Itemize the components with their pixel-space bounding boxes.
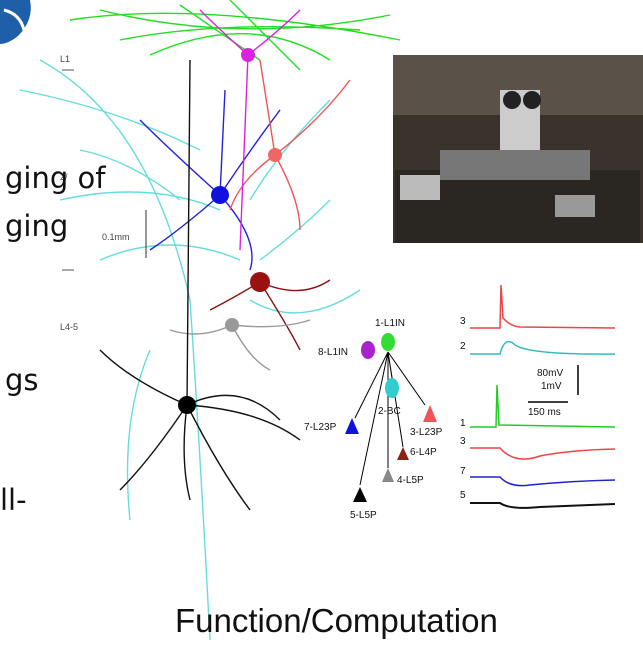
slide-text: ging of — [5, 161, 106, 195]
neuron-reconstruction — [20, 0, 400, 640]
node-label: 3-L23P — [410, 427, 443, 438]
layer-label: L1 — [60, 54, 70, 64]
trace-label: 2 — [460, 341, 466, 352]
trace-scale: 150 ms — [528, 407, 561, 418]
slide-text: gs — [5, 363, 39, 397]
rig-photo — [393, 55, 643, 243]
trace-label: 7 — [460, 466, 466, 477]
trace-scale: 1mV — [541, 381, 562, 392]
trace-label: 1 — [460, 418, 466, 429]
node-label: 4-L5P — [397, 475, 424, 486]
connectivity-diagram: 1-L1IN 8-L1IN 2-BC 3-L23P 7-L23P 6-L4P 4… — [304, 318, 443, 521]
trace-label: 5 — [460, 490, 466, 501]
node-label: 1-L1IN — [375, 318, 405, 329]
node-label: 8-L1IN — [318, 347, 348, 358]
node-label: 7-L23P — [304, 422, 337, 433]
node-label: 2-BC — [378, 406, 401, 417]
layer-label: L4-5 — [60, 322, 78, 332]
slide: L1 2/ L4-5 0.1mm ging of ging gs ll- 1-L… — [0, 0, 643, 648]
trace-scale: 80mV — [537, 368, 563, 379]
slide-text: ll- — [0, 483, 27, 517]
trace-label: 3 — [460, 316, 466, 327]
trace-label: 3 — [460, 436, 466, 447]
node-label: 5-L5P — [350, 510, 377, 521]
node-label: 6-L4P — [410, 447, 437, 458]
slide-text: ging — [5, 209, 68, 243]
caption: Function/Computation — [175, 602, 498, 639]
scale-bar-label: 0.1mm — [102, 232, 130, 242]
logo — [0, 0, 31, 44]
traces — [470, 285, 615, 508]
